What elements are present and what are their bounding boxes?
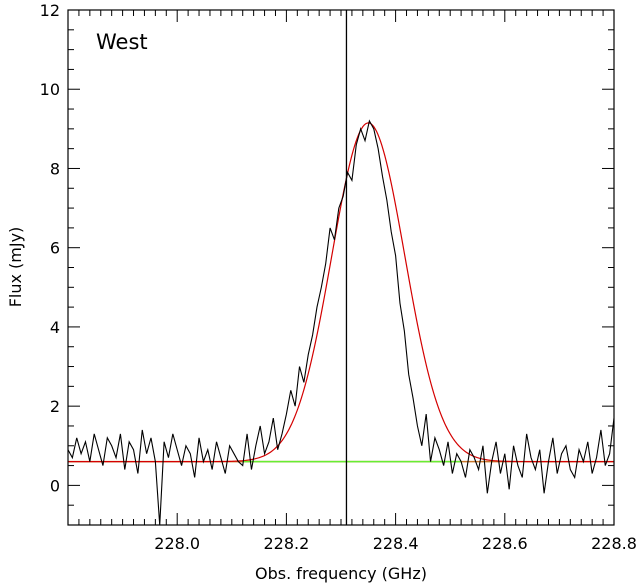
x-tick-label: 228.8 bbox=[591, 534, 637, 553]
x-tick-label: 228.4 bbox=[373, 534, 419, 553]
x-tick-label: 228.2 bbox=[263, 534, 309, 553]
y-tick-label: 2 bbox=[50, 397, 60, 416]
y-tick-label: 8 bbox=[50, 159, 60, 178]
y-tick-label: 4 bbox=[50, 318, 60, 337]
y-tick-label: 0 bbox=[50, 476, 60, 495]
y-tick-label: 10 bbox=[40, 80, 60, 99]
observed-spectrum-line bbox=[68, 119, 614, 525]
chart-annotation-west: West bbox=[96, 30, 148, 54]
y-tick-label: 12 bbox=[40, 1, 60, 20]
y-tick-label: 6 bbox=[50, 239, 60, 258]
x-tick-label: 228.0 bbox=[154, 534, 200, 553]
y-axis: 0 2 4 6 8 10 12 bbox=[40, 1, 614, 526]
x-axis-label: Obs. frequency (GHz) bbox=[255, 564, 427, 583]
x-axis: 228.0 228.2 228.4 228.6 228.8 bbox=[67, 10, 637, 553]
gaussian-fit-line bbox=[68, 122, 614, 463]
y-axis-label: Flux (mJy) bbox=[6, 227, 25, 308]
x-tick-label: 228.6 bbox=[482, 534, 528, 553]
plot-frame bbox=[67, 9, 615, 526]
